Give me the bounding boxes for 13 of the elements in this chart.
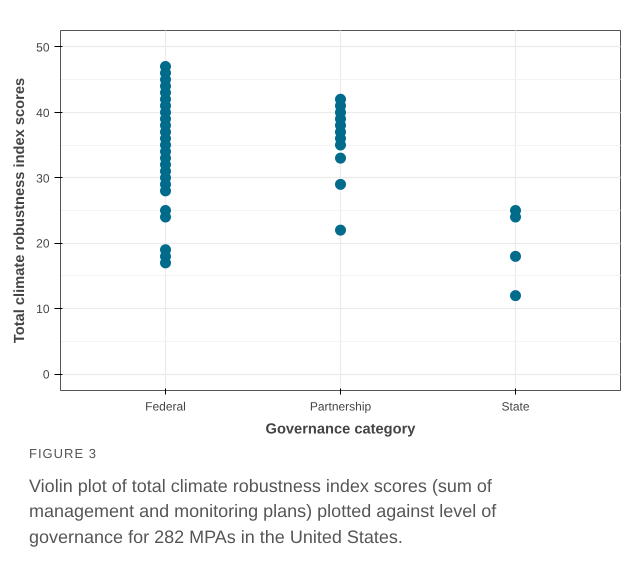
x-tick-label: Federal [145, 400, 186, 414]
y-tick-label: 40 [36, 106, 50, 120]
y-tick-label: 30 [36, 171, 50, 186]
y-tick-label: 10 [36, 302, 50, 316]
text: Violin plot of total climate robustness index scores (sum of management and monitoring plans) plotted against level of governance for 282 MPAs in the United States. [29, 474, 498, 549]
x-axis-title: Governance category [266, 422, 416, 438]
x-tick-label: Partnership [310, 400, 372, 414]
y-tick-label: 0 [42, 368, 50, 382]
x-tick-label: State [501, 400, 530, 414]
caption: FIGURE 3 [29, 445, 97, 463]
y-axis-title: Total climate robustness index scores [12, 78, 28, 344]
y-tick-label: 50 [36, 40, 50, 54]
y-tick-label: 20 [36, 236, 50, 251]
